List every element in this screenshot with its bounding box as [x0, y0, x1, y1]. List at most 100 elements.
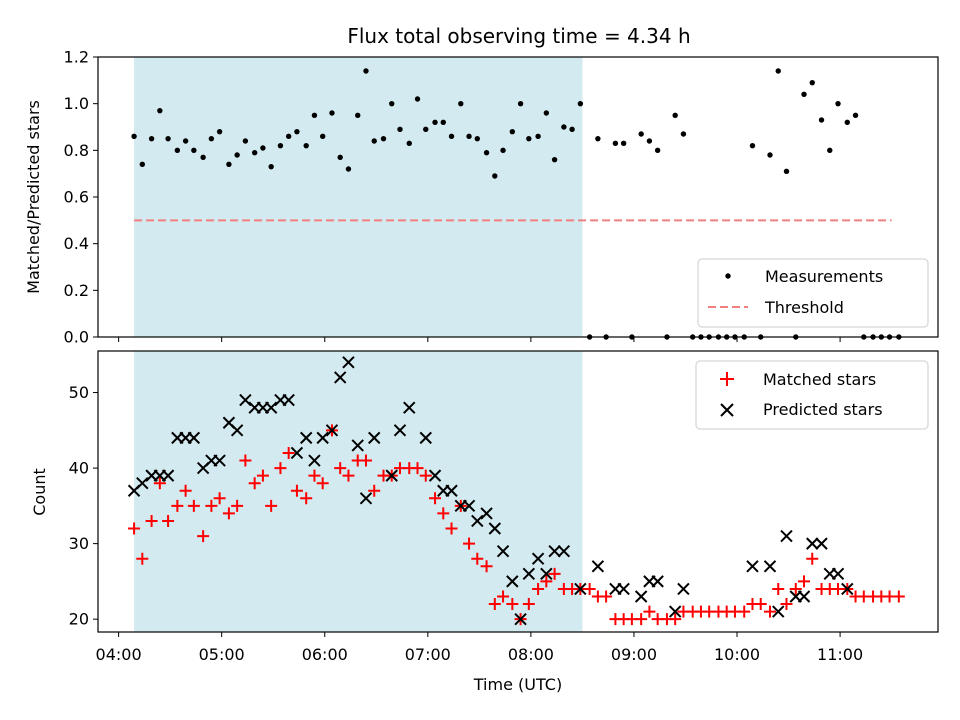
measurements-point	[440, 119, 446, 126]
measurements-point	[319, 133, 326, 140]
predicted-stars-point	[334, 371, 347, 384]
predicted-stars-point	[531, 552, 545, 565]
matched-stars-point	[274, 462, 287, 475]
measurements-point	[474, 135, 480, 142]
measurements-point	[492, 173, 498, 179]
predicted-stars-point	[797, 590, 811, 603]
predicted-stars-point	[548, 544, 561, 558]
measurements-point	[268, 163, 274, 170]
measurements-point	[174, 147, 181, 154]
legend-matched-marker	[720, 372, 734, 386]
predicted-stars-point	[342, 356, 355, 369]
measurements-point	[165, 135, 171, 142]
predicted-stars-point	[428, 469, 442, 482]
bottom-data-layer	[127, 356, 905, 626]
legend-measurements-marker	[725, 273, 731, 279]
predicted-stars-point	[746, 560, 759, 573]
measurements-point	[355, 112, 361, 119]
predicted-stars-point	[514, 612, 527, 626]
measurements-point	[397, 126, 403, 133]
matched-stars-point	[764, 605, 776, 618]
legend-matched-label: Matched stars	[763, 370, 876, 389]
predicted-stars-point	[264, 401, 278, 414]
legend-measurements-label: Measurements	[765, 267, 883, 286]
measurements-point	[500, 147, 506, 154]
measurements-point	[216, 128, 223, 135]
measurements-point	[852, 112, 859, 119]
predicted-stars-point	[841, 582, 854, 596]
predicted-stars-point	[651, 575, 664, 588]
measurements-point	[277, 142, 284, 149]
matched-stars-point	[265, 499, 278, 512]
predicted-stars-point	[403, 401, 416, 414]
x-tick-label: 11:00	[817, 645, 863, 664]
matched-stars-point	[231, 499, 244, 512]
top-panel-shaded-span	[134, 57, 583, 337]
measurements-point	[483, 149, 490, 156]
matched-stars-point	[187, 499, 200, 512]
predicted-stars-point	[591, 560, 605, 573]
y-tick-label: 1.0	[64, 94, 89, 113]
top-panel: 0.0 0.2 0.4 0.6 0.8 1.0 1.2 Matched/Predicted …	[24, 48, 939, 347]
measurements-point	[157, 107, 163, 114]
measurements-point	[654, 147, 661, 154]
y-tick-label: 0.8	[64, 141, 89, 160]
predicted-stars-point	[480, 507, 493, 520]
matched-stars-point	[522, 598, 535, 611]
bottom-panel-shaded-span	[134, 351, 583, 632]
measurements-point	[423, 126, 429, 133]
measurements-point	[517, 100, 524, 107]
matched-stars-point	[308, 469, 321, 482]
measurements-point	[638, 131, 644, 137]
measurements-point	[234, 152, 240, 158]
predicted-stars-point	[677, 582, 690, 596]
matched-stars-point	[437, 507, 450, 520]
y-tick-label: 20	[69, 610, 89, 629]
predicted-stars-point	[308, 454, 321, 467]
x-tick-label: 04:00	[96, 645, 142, 664]
predicted-stars-point	[187, 431, 201, 445]
measurements-point	[672, 112, 678, 119]
matched-stars-point	[213, 492, 226, 505]
measurements-point	[775, 68, 781, 74]
y-tick-label: 0.6	[64, 188, 89, 207]
matched-stars-point	[162, 514, 175, 527]
bottom-panel: 20 30 40 50 04:00 05:00 06:00 07:00 08:00 09:00 1…	[30, 350, 939, 694]
matched-stars-point	[669, 613, 682, 626]
bottom-legend: Matched stars Predicted stars	[695, 360, 929, 430]
x-tick-label: 10:00	[714, 645, 760, 664]
measurements-point	[329, 110, 335, 116]
bottom-y-axis: 20 30 40 50	[69, 383, 98, 629]
measurements-point	[809, 79, 815, 86]
measurements-point	[303, 142, 309, 149]
predicted-stars-point	[161, 469, 175, 482]
measurements-point	[509, 128, 516, 135]
bottom-y-axis-label: Count	[30, 468, 49, 516]
matched-stars-point	[772, 582, 785, 595]
predicted-stars-point	[325, 424, 339, 437]
x-tick-label: 05:00	[199, 645, 245, 664]
measurements-point	[414, 96, 421, 102]
predicted-stars-point	[239, 393, 252, 407]
matched-stars-point	[359, 454, 372, 467]
matched-stars-point	[342, 469, 355, 482]
matched-stars-point	[754, 598, 767, 611]
predicted-stars-point	[393, 424, 407, 437]
matched-stars-point	[463, 537, 476, 550]
matched-stars-point	[540, 575, 553, 588]
measurements-point	[363, 68, 369, 74]
x-tick-label: 06:00	[302, 645, 348, 664]
y-tick-label: 30	[69, 534, 89, 553]
measurements-point	[148, 135, 155, 142]
top-y-axis-label: Matched/Predicted stars	[24, 100, 43, 294]
measurements-point	[285, 133, 292, 140]
predicted-stars-point	[359, 492, 373, 505]
predicted-stars-point	[831, 567, 845, 581]
matched-stars-point	[488, 598, 501, 611]
measurements-point	[620, 140, 627, 147]
matched-stars-point	[300, 492, 313, 505]
measurements-point	[801, 91, 807, 98]
chart-title: Flux total observing time = 4.34 h	[347, 24, 690, 48]
matched-stars-point	[600, 590, 613, 603]
matched-stars-point	[419, 469, 432, 482]
